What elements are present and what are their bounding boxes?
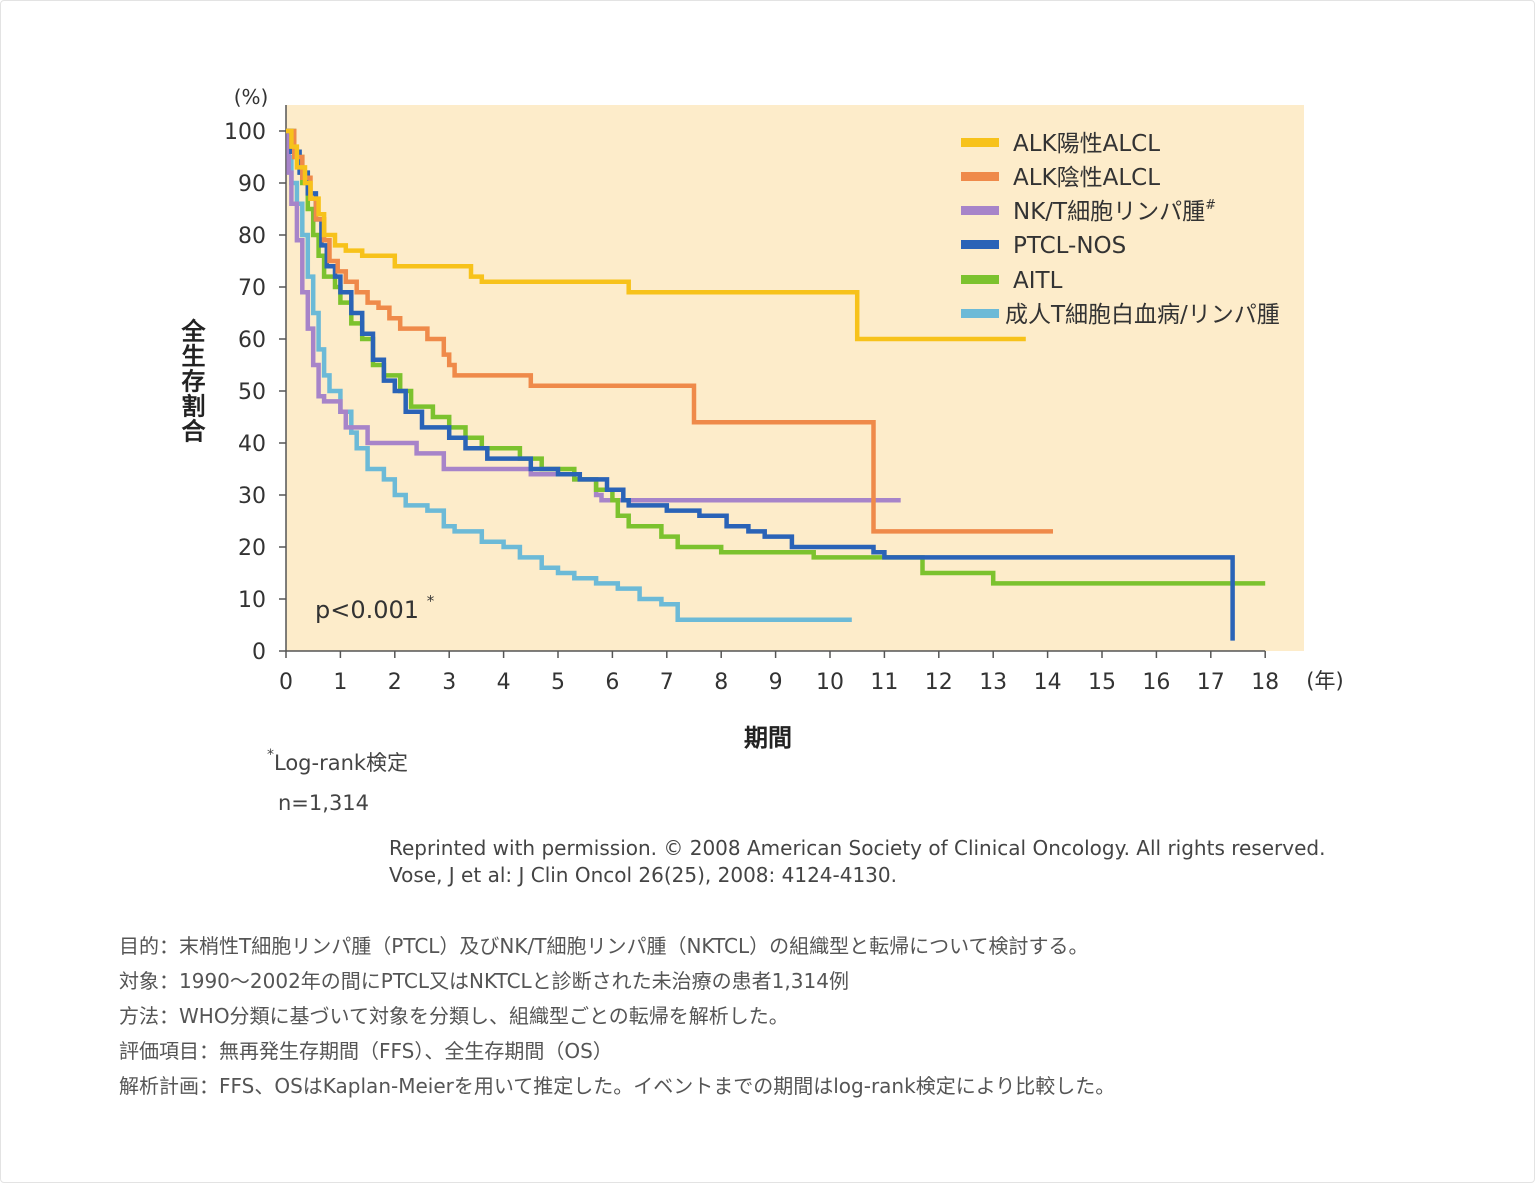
plot-background — [286, 105, 1304, 651]
legend-swatch — [961, 172, 999, 181]
y-tick-label: 70 — [238, 276, 266, 301]
legend-label-text: NK/T細胞リンパ腫 — [1013, 199, 1205, 225]
p-value-text: p<0.001 — [315, 596, 419, 624]
series-line — [286, 128, 1026, 342]
legend-label: PTCL-NOS — [1013, 233, 1126, 259]
x-tick-label: 17 — [1197, 670, 1225, 695]
p-value-mark: * — [427, 592, 435, 610]
legend-label: ALK陰性ALCL — [1013, 165, 1160, 191]
y-tick-label: 50 — [238, 380, 266, 405]
y-tick-label: 80 — [238, 224, 266, 249]
y-tick-label: 100 — [224, 120, 266, 145]
legend-swatch — [961, 309, 999, 318]
series-line — [286, 128, 852, 623]
x-tick-label: 8 — [714, 670, 728, 695]
legend-label: AITL — [1013, 268, 1063, 294]
y-tick-label: 20 — [238, 536, 266, 561]
credit-line-1: Reprinted with permission. © 2008 Americ… — [389, 836, 1326, 860]
sample-size: n=1,314 — [278, 791, 370, 815]
description-analysis: 解析計画：FFS、OSはKaplan-Meierを用いて推定した。イベントまでの… — [119, 1074, 1116, 1098]
y-tick-label: 60 — [238, 328, 266, 353]
x-tick-label: 14 — [1034, 670, 1062, 695]
x-axis-unit: (年) — [1306, 669, 1343, 693]
x-tick-label: 16 — [1142, 670, 1170, 695]
x-tick-label: 0 — [279, 670, 293, 695]
legend-label-text: 成人T細胞白血病/リンパ腫 — [1005, 302, 1280, 328]
test-label: Log-rank検定 — [274, 751, 409, 775]
description-endpoints: 評価項目：無再発生存期間（FFS）、全生存期間（OS） — [119, 1039, 613, 1063]
y-tick-label: 40 — [238, 432, 266, 457]
series-line — [286, 128, 1266, 586]
test-note: *Log-rank検定 — [267, 747, 408, 777]
legend-label-mark: # — [1205, 198, 1216, 213]
x-tick-label: 7 — [660, 670, 674, 695]
legend-label: 成人T細胞白血病/リンパ腫 — [1005, 302, 1280, 328]
x-tick-label: 9 — [769, 670, 783, 695]
legend-swatch — [961, 240, 999, 249]
legend-label-text: ALK陰性ALCL — [1013, 165, 1160, 191]
series-layer — [286, 128, 1266, 641]
legend-swatch — [961, 206, 999, 215]
legend-label-text: ALK陽性ALCL — [1013, 131, 1160, 157]
legend-label-text: AITL — [1013, 268, 1063, 294]
legend-swatch — [961, 138, 999, 147]
legend-label: NK/T細胞リンパ腫# — [1013, 198, 1216, 225]
x-tick-label: 12 — [925, 670, 953, 695]
x-tick-label: 6 — [605, 670, 619, 695]
x-tick-label: 18 — [1251, 670, 1279, 695]
x-tick-label: 4 — [497, 670, 511, 695]
x-tick-label: 3 — [442, 670, 456, 695]
y-axis-unit: (%) — [234, 85, 269, 109]
description-purpose: 目的：末梢性T細胞リンパ腫（PTCL）及びNK/T細胞リンパ腫（NKTCL）の組… — [119, 934, 1089, 958]
x-tick-label: 2 — [388, 670, 402, 695]
y-axis-label: 全生存割合 — [177, 318, 206, 444]
y-tick-label: 90 — [238, 172, 266, 197]
y-tick-label: 0 — [252, 640, 266, 665]
description-subjects: 対象：1990〜2002年の間にPTCL又はNKTCLと診断された未治療の患者1… — [119, 969, 849, 993]
series-line — [286, 128, 1235, 641]
x-tick-label: 10 — [816, 670, 844, 695]
credit-line-2: Vose, J et al: J Clin Oncol 26(25), 2008… — [389, 863, 897, 887]
x-axis-label: 期間 — [744, 724, 792, 752]
description-method: 方法：WHO分類に基づいて対象を分類し、組織型ごとの転帰を解析した。 — [119, 1004, 789, 1028]
x-tick-label: 11 — [870, 670, 898, 695]
y-tick-label: 30 — [238, 484, 266, 509]
p-value-annotation: p<0.001 * — [315, 592, 435, 624]
y-tick-label: 10 — [238, 588, 266, 613]
test-mark: * — [267, 747, 274, 763]
legend-label-text: PTCL-NOS — [1013, 233, 1126, 259]
x-tick-label: 13 — [979, 670, 1007, 695]
x-tick-label: 15 — [1088, 670, 1116, 695]
x-tick-label: 5 — [551, 670, 565, 695]
legend-swatch — [961, 275, 999, 284]
legend: ALK陽性ALCL ALK陰性ALCL NK/T細胞リンパ腫# PTCL-NOS AIT… — [961, 131, 1280, 328]
legend-label: ALK陽性ALCL — [1013, 131, 1160, 157]
x-tick-label: 1 — [333, 670, 347, 695]
